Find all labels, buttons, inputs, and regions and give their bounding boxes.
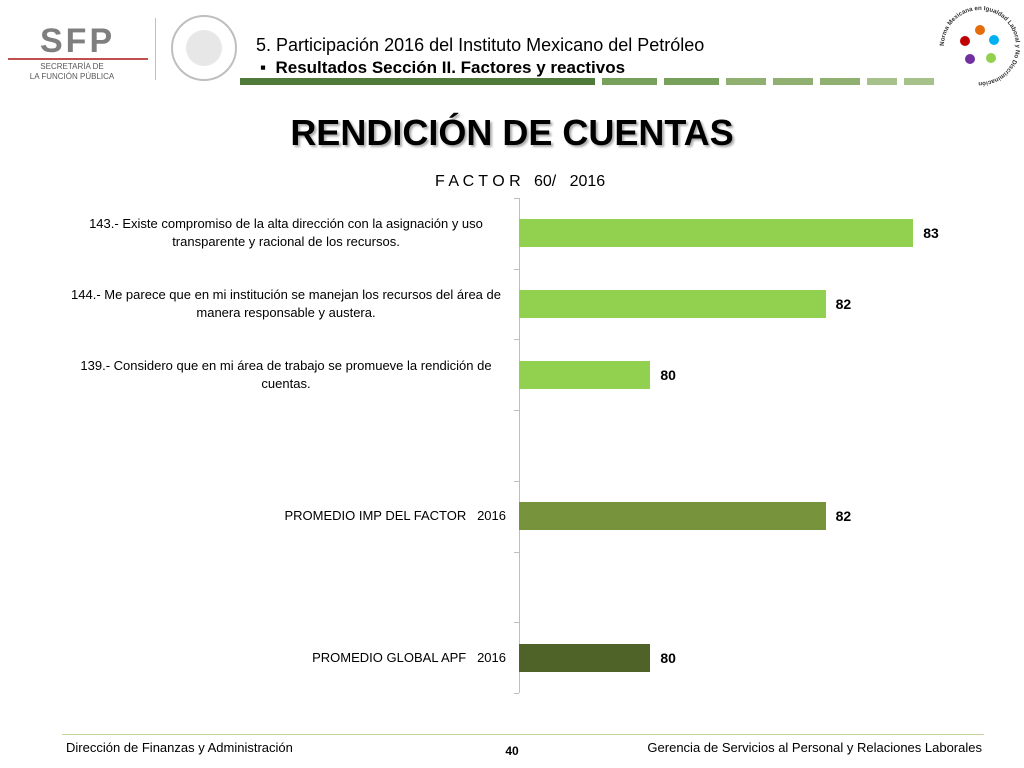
seal-figure — [989, 35, 999, 45]
seal-ring — [171, 15, 237, 81]
footer-right: Gerencia de Servicios al Personal y Rela… — [647, 740, 982, 755]
logo-rule — [8, 58, 148, 60]
category-tick — [514, 551, 519, 553]
header-bar-seg — [867, 78, 897, 85]
value-label: 80 — [660, 649, 676, 666]
chart-subtitle: F A C T O R 60/ 2016 — [435, 173, 606, 190]
value-label: 83 — [923, 225, 939, 242]
seal — [171, 15, 237, 81]
seal-ring-path: Norma Mexicana en Igualdad Laboral y No … — [939, 5, 1021, 87]
seal-figure — [975, 25, 985, 35]
category-tick — [514, 268, 519, 270]
header-bar-seg — [904, 78, 934, 85]
section-title: 5. Participación 2016 del Instituto Mexi… — [256, 35, 705, 55]
bar — [519, 502, 826, 531]
header-bar-seg — [664, 78, 719, 85]
header-bar-seg — [602, 78, 657, 85]
value-label: 82 — [835, 296, 852, 313]
bar — [519, 643, 651, 672]
seal-figure — [986, 53, 996, 63]
seal-ring-text: Norma Mexicana en Igualdad Laboral y No … — [939, 5, 1021, 87]
category-tick — [514, 693, 519, 694]
category-label-box: 143.- Existe compromiso de la alta direc… — [60, 198, 506, 268]
header-bar — [240, 78, 934, 85]
bar — [519, 360, 651, 389]
category-label: 139.- Considero que en mi área de trabaj… — [80, 357, 496, 391]
page-number: 40 — [505, 744, 519, 758]
category-tick — [514, 480, 519, 482]
footer-left: Dirección de Finanzas y Administración — [66, 740, 293, 755]
logo-sub-line: SECRETARÍA DE — [40, 62, 104, 71]
equality-seal: Norma Mexicana en Igualdad Laboral y No … — [939, 5, 1021, 87]
chart-title: RENDICIÓN DE CUENTAS — [290, 112, 734, 153]
seal-figure — [965, 54, 975, 64]
header-bar-dark — [240, 78, 595, 85]
logo-sub-line: LA FUNCIÓN PÚBLICA — [29, 72, 115, 81]
logo-sub: SECRETARÍA DE LA FUNCIÓN PÚBLICA — [22, 62, 122, 82]
category-label: PROMEDIO IMP DEL FACTOR 2016 — [284, 508, 506, 524]
seal-center — [186, 30, 222, 66]
category-label: 143.- Existe compromiso de la alta direc… — [89, 216, 487, 250]
value-label: 80 — [660, 366, 676, 383]
category-label: 144.- Me parece que en mi institución se… — [71, 287, 505, 321]
category-label-box: 144.- Me parece que en mi institución se… — [60, 269, 506, 339]
bullet-text: Resultados Sección II. Factores y reacti… — [275, 58, 626, 77]
y-axis — [519, 198, 520, 693]
header-bar-seg — [726, 78, 766, 85]
category-tick — [514, 622, 519, 624]
footer-rule — [62, 734, 984, 735]
bar — [519, 219, 914, 248]
header-bar-seg — [820, 78, 860, 85]
category-label-box: PROMEDIO GLOBAL APF 2016 — [60, 623, 506, 693]
logo-main: SFP — [40, 22, 116, 60]
category-label: PROMEDIO GLOBAL APF 2016 — [312, 649, 506, 665]
category-tick — [514, 198, 519, 199]
category-tick — [514, 339, 519, 341]
divider — [155, 18, 156, 80]
category-label-box: PROMEDIO IMP DEL FACTOR 2016 — [60, 481, 506, 551]
bullet-line: ▪ Resultados Sección II. Factores y reac… — [260, 58, 626, 77]
seal-figure — [960, 36, 970, 46]
category-label-box: 139.- Considero que en mi área de trabaj… — [60, 340, 506, 410]
value-label: 82 — [835, 508, 852, 525]
category-tick — [514, 410, 519, 412]
bar — [519, 290, 826, 319]
header-bar-seg — [773, 78, 813, 85]
